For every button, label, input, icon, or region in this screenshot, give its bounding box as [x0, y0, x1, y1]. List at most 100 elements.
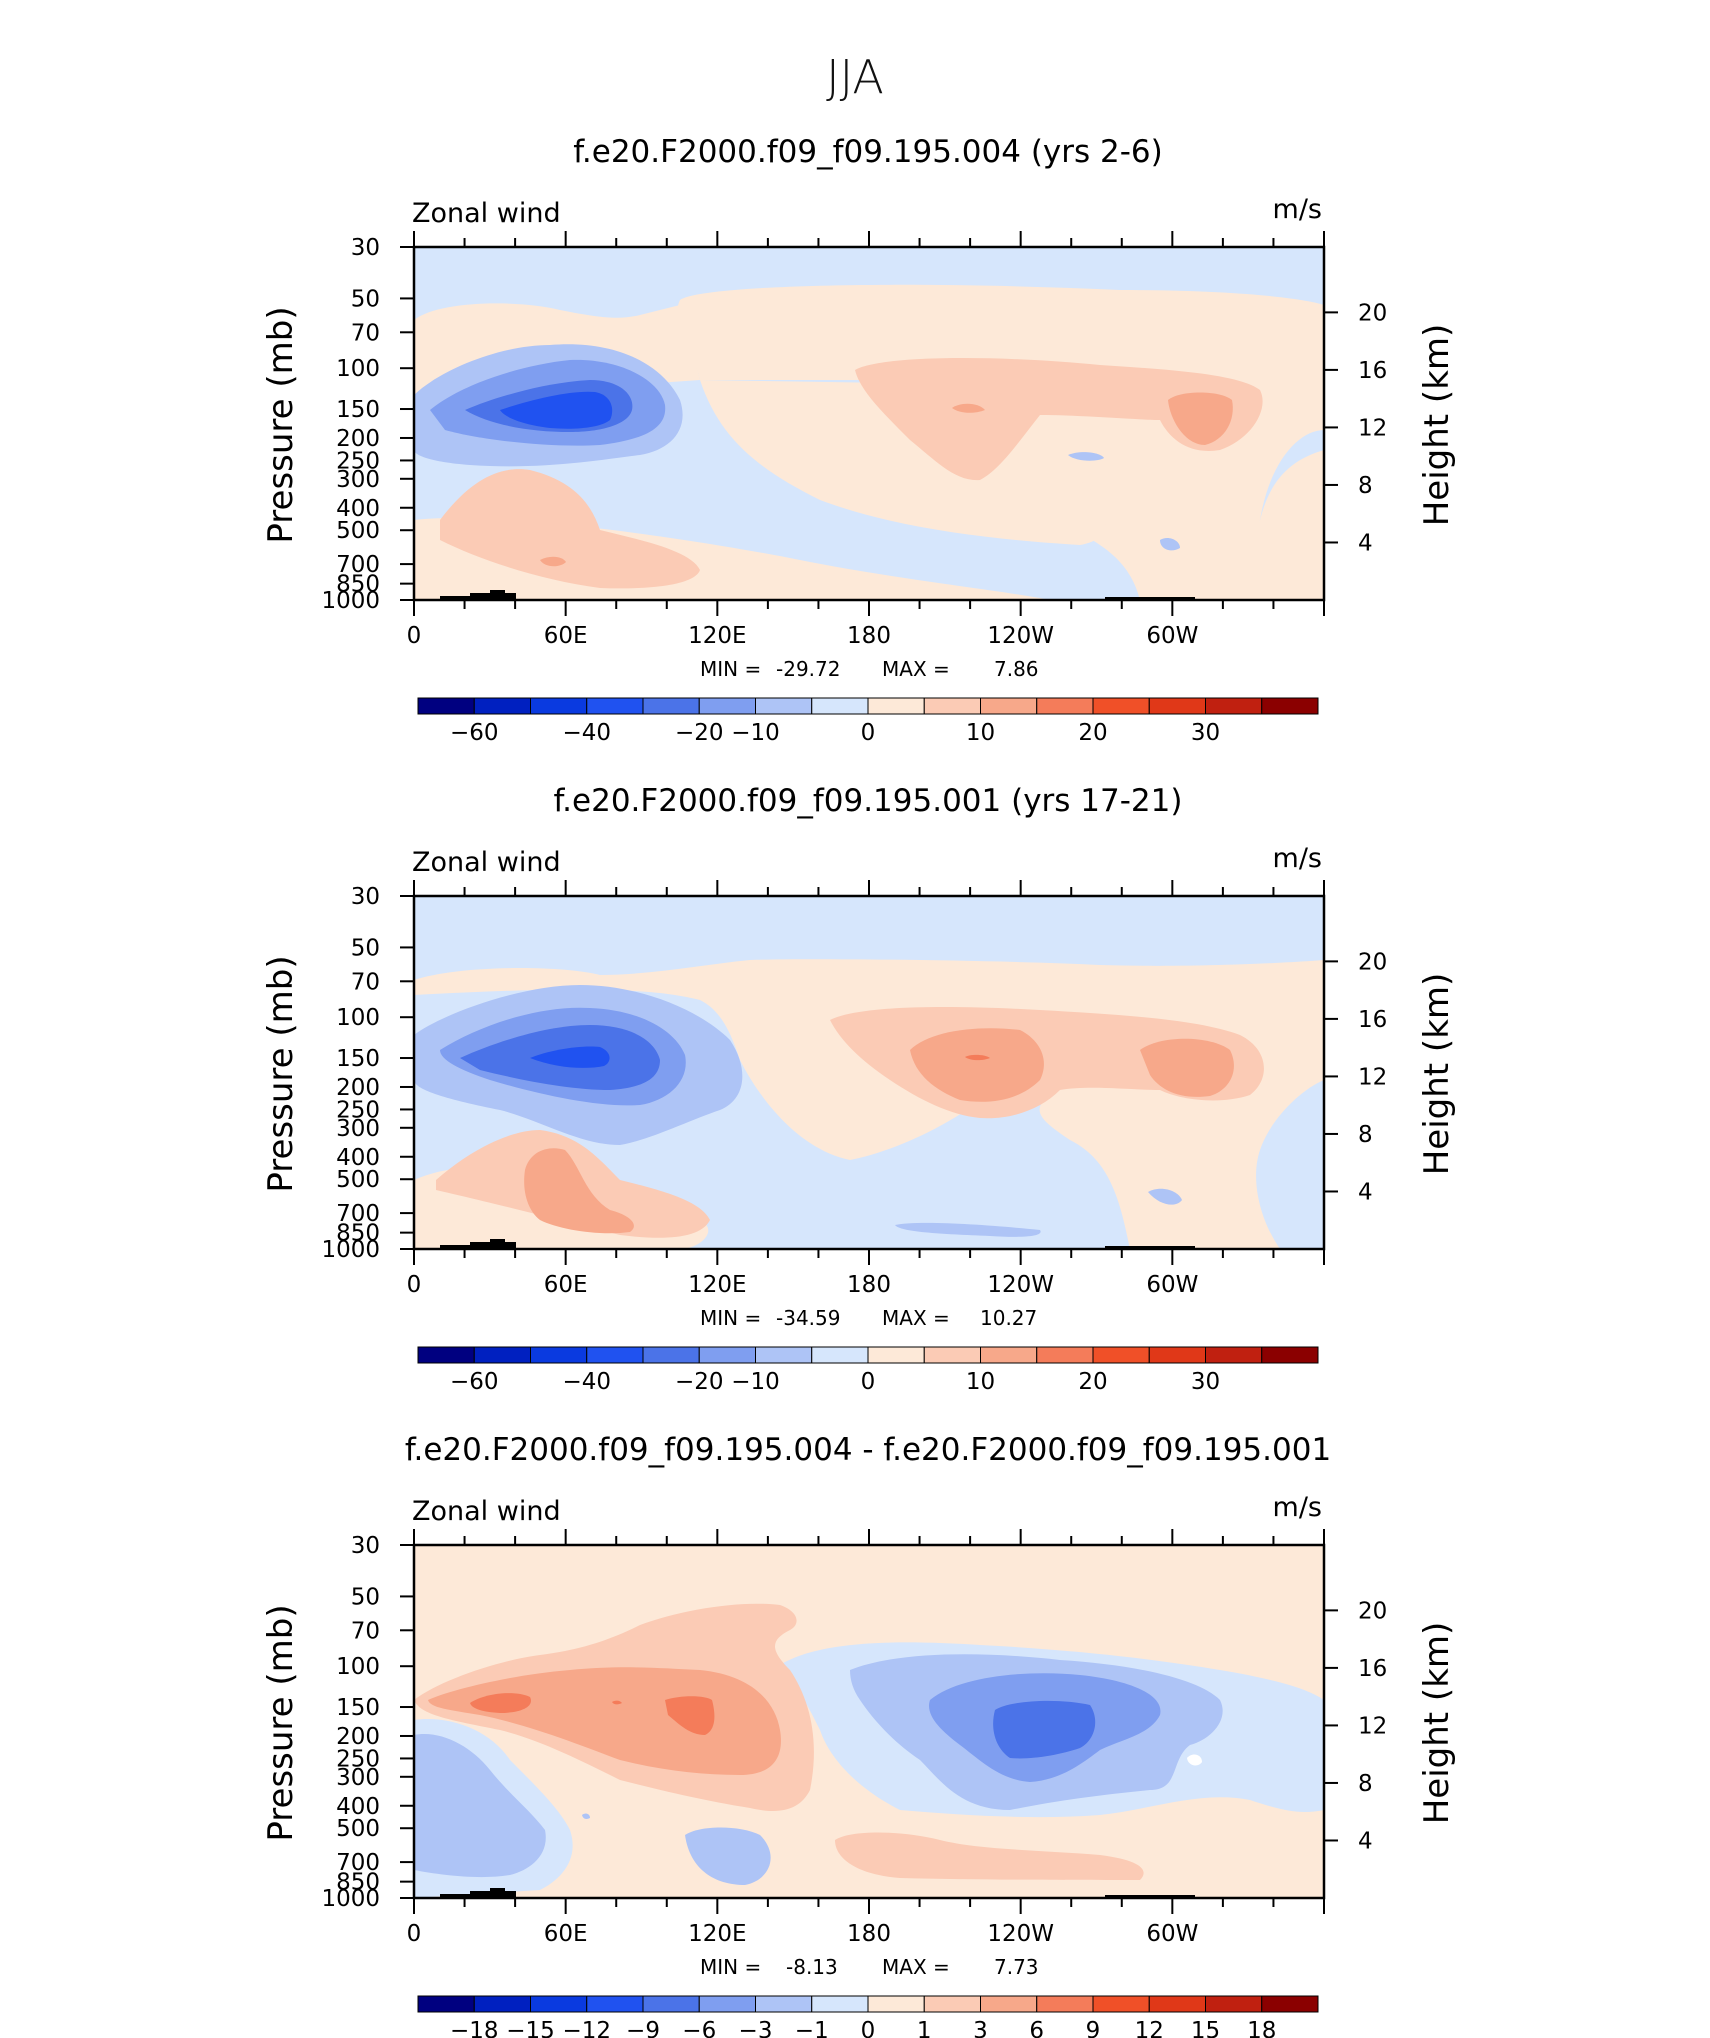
panel-3-colorbar-label: 6 [1029, 2018, 1044, 2038]
panel-2-low-orange [524, 1148, 634, 1234]
panel-3-ylabel: Pressure (mb) [261, 1604, 301, 1841]
panel-3-colorbar-swatch [755, 1995, 813, 2013]
panel-1-colorbar-swatch [811, 697, 869, 715]
panel-1-ytick-label: 70 [351, 320, 380, 346]
panel-2-colorbar-label: −10 [731, 1369, 780, 1395]
panel-1-ytick-label: 200 [336, 426, 380, 452]
panel-2-atlantic-orange [1140, 1038, 1234, 1097]
panel-1-ytick-right-label: 20 [1358, 300, 1387, 326]
panel-2-ylabel-right: Height (km) [1417, 973, 1457, 1176]
panel-2-ytick-right-label: 12 [1358, 1064, 1387, 1090]
panel-1-colorbar-label: −20 [675, 720, 724, 746]
panel-1-ytick-label: 50 [351, 286, 380, 312]
panel-1-jet-peak-blue [500, 391, 613, 429]
panel-1-units-label: m/s [1273, 194, 1322, 225]
panel-3-colorbar-swatch [473, 1995, 531, 2013]
panel-3-ytick-label: 700 [336, 1850, 380, 1876]
panel-3-max-value: 7.73 [994, 1955, 1039, 1979]
panel-1-ytick-label: 150 [336, 397, 380, 423]
panel-1-ytick-label: 30 [351, 235, 380, 261]
panel-1-colorbar-swatch [1148, 697, 1206, 715]
panel-3-colorbar-label: −3 [739, 2018, 773, 2038]
panel-2-colorbar-swatch [811, 1346, 869, 1364]
panel-3-ytick-right-label: 8 [1358, 1771, 1373, 1797]
panel-3-units-label: m/s [1273, 1492, 1322, 1523]
panel-3: f.e20.F2000.f09_f09.195.004 - f.e20.F200… [261, 1432, 1457, 2038]
panel-3-xtick-label: 120W [987, 1921, 1054, 1947]
panel-3-colorbar-swatch [1148, 1995, 1206, 2013]
panel-3-variable-label: Zonal wind [412, 1496, 561, 1527]
panel-1-ytick-right-label: 8 [1358, 473, 1373, 499]
panel-3-small-blue-spot [582, 1813, 590, 1819]
panel-1-colorbar-swatch [586, 697, 644, 715]
panel-2-ytick-label: 500 [336, 1167, 380, 1193]
panel-1-stats: MIN = -29.72 MAX = 7.86 [700, 657, 1039, 681]
panel-1-ytick-right-label: 12 [1358, 415, 1387, 441]
panel-1-colorbar-label: 0 [861, 720, 876, 746]
panel-2-pacific-orange [910, 1028, 1044, 1102]
panel-3-colorbar-label: 0 [861, 2018, 876, 2038]
panel-3-colorbar-swatch [923, 1995, 981, 2013]
panel-1-max-value: 7.86 [994, 657, 1039, 681]
panel-2-ytick-right-label: 4 [1358, 1179, 1373, 1205]
panel-2-ytick-label: 200 [336, 1075, 380, 1101]
panel-3-colorbar-label: 3 [973, 2018, 988, 2038]
panel-2-xtick-label: 180 [847, 1272, 891, 1298]
panel-1-colorbar-swatch [642, 697, 700, 715]
panel-3-colorbar-label: 12 [1135, 2018, 1164, 2038]
panel-3-colorbar-swatch [1205, 1995, 1263, 2013]
panel-1-max-label: MAX = [882, 657, 950, 681]
panel-2-colorbar-label: 30 [1191, 1369, 1220, 1395]
panel-3-ytick-label: 100 [336, 1654, 380, 1680]
panel-2-colorbar-label: 0 [861, 1369, 876, 1395]
panel-1-colorbar-label: 30 [1191, 720, 1220, 746]
panel-2-xtick-label: 120E [688, 1272, 746, 1298]
panel-3-colorbar-label: −6 [682, 2018, 716, 2038]
panel-3-ytick-label: 50 [351, 1584, 380, 1610]
panel-1-xtick-label: 60W [1146, 623, 1198, 649]
panel-3-min-value: -8.13 [786, 1955, 838, 1979]
panel-2-colorbar-swatch [755, 1346, 813, 1364]
panel-3-ytick-label: 250 [336, 1746, 380, 1772]
panel-1-right-peach [1240, 450, 1324, 600]
panel-1-colorbar-swatch [698, 697, 756, 715]
panel-1-colorbar-swatch [923, 697, 981, 715]
panel-3-colorbar-swatch [867, 1995, 925, 2013]
panel-1-xtick-label: 60E [544, 623, 588, 649]
panel-1-pacific-orange-spot [952, 403, 985, 413]
panel-3-colorbar-swatch [417, 1995, 475, 2013]
panel-2-max-label: MAX = [882, 1306, 950, 1330]
panel-1-ylabel-right: Height (km) [1417, 324, 1457, 527]
panel-2-colorbar-label: 10 [966, 1369, 995, 1395]
panel-1-low-salmon [440, 469, 700, 589]
panel-2-min-label: MIN = [700, 1306, 761, 1330]
panel-2-colorbar-swatch [867, 1346, 925, 1364]
panel-3-center-dark-orange [665, 1696, 715, 1735]
panel-2-colorbar-label: −40 [562, 1369, 611, 1395]
panel-2-ytick-label: 850 [336, 1221, 380, 1247]
panel-2-xtick-label: 120W [987, 1272, 1054, 1298]
panel-1-atlantic-orange [1168, 392, 1233, 445]
panel-3-colorbar-swatch [586, 1995, 644, 2013]
panel-2-ytick-right-label: 20 [1358, 949, 1387, 975]
panel-1-xtick-label: 180 [847, 623, 891, 649]
panel-3-ylabel-right: Height (km) [1417, 1622, 1457, 1825]
panel-1-colorbar-label: −40 [562, 720, 611, 746]
panel-3-ytick-label: 70 [351, 1618, 380, 1644]
panel-1-colorbar-label: 10 [966, 720, 995, 746]
panel-1-colorbar-swatch [417, 697, 475, 715]
panel-2-title: f.e20.F2000.f09_f09.195.001 (yrs 17-21) [554, 783, 1183, 819]
panel-3-pacific-low-salmon [835, 1832, 1144, 1880]
panel-2-ytick-label: 30 [351, 884, 380, 910]
panel-2-ytick-label: 250 [336, 1097, 380, 1123]
panel-1-title: f.e20.F2000.f09_f09.195.004 (yrs 2-6) [573, 134, 1163, 170]
panel-1-colorbar-swatch [1092, 697, 1150, 715]
panel-2-colorbar-swatch [980, 1346, 1038, 1364]
panel-2-pacific-salmon [830, 1007, 1264, 1119]
panel-3-colorbar-swatch [698, 1995, 756, 2013]
panel-2-ytick-label: 100 [336, 1005, 380, 1031]
panel-3-ytick-right-label: 16 [1358, 1656, 1387, 1682]
panel-3-xtick-label: 0 [407, 1921, 422, 1947]
